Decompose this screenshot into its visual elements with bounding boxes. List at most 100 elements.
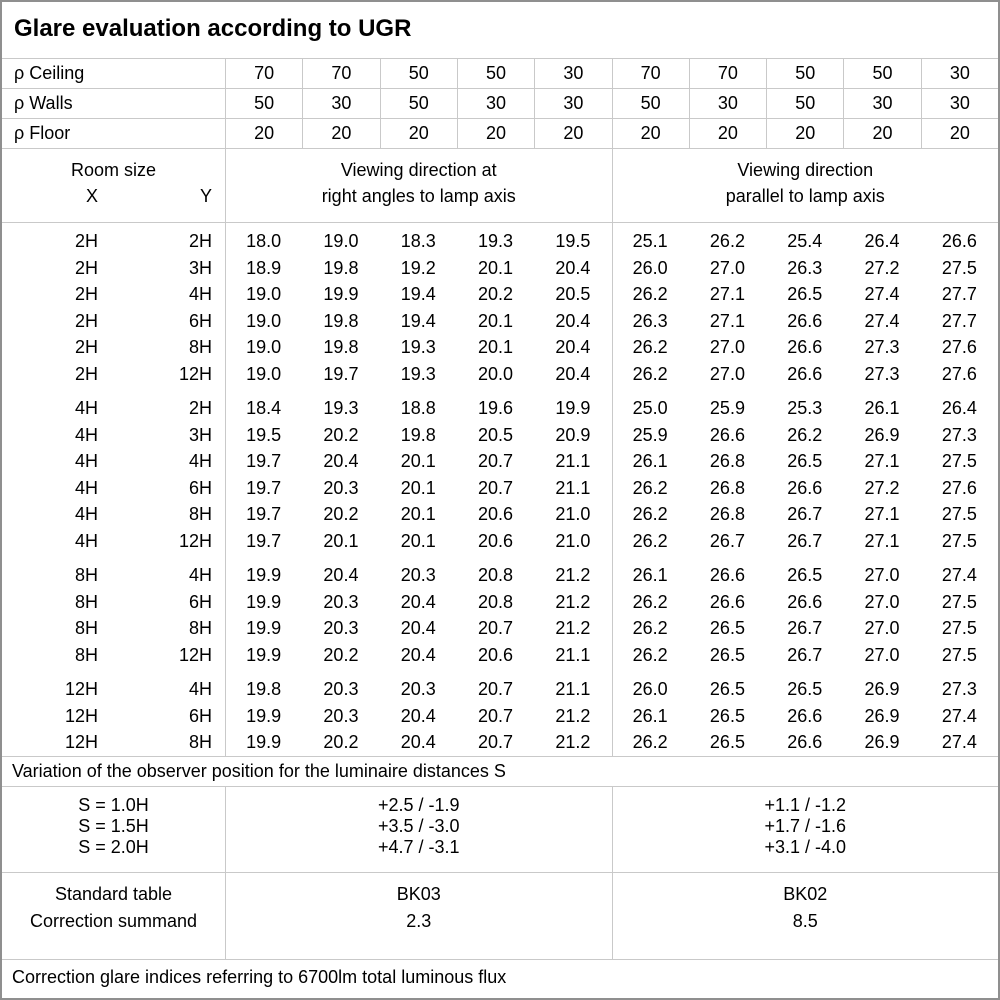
direction-groups-divider-line — [611, 223, 613, 756]
ugr-crosswise-value-cell: 19.4 — [400, 284, 436, 304]
ugr-crosswise-value-cell: 19.8 — [246, 679, 282, 699]
variation-crosswise-value: +3.5 / -3.0 — [377, 816, 460, 836]
ugr-crosswise-value-cell: 19.7 — [323, 363, 359, 384]
standard-table-section: Standard table Correction summand BK03 2… — [2, 872, 998, 959]
variation-crosswise-value: +2.5 / -1.9 — [377, 795, 460, 815]
room-y-cell: 4H — [188, 565, 212, 585]
ugr-parallel-value-cell: 27.4 — [941, 732, 977, 752]
observer-variation-table: S = 1.0H S = 1.5H S = 2.0H +2.5 / -1.9 +… — [2, 787, 998, 872]
ugr-parallel-value-cell: 26.2 — [632, 363, 668, 384]
ugr-parallel-value-cell: 27.2 — [864, 477, 900, 498]
ugr-crosswise-value-cell: 18.9 — [246, 257, 282, 278]
ugr-crosswise-value-cell: 19.8 — [323, 310, 359, 331]
ugr-parallel-value-cell: 26.5 — [787, 451, 823, 471]
ugr-crosswise-value-cell: 19.3 — [400, 337, 436, 357]
ugr-parallel-value-cell: 26.4 — [941, 398, 977, 418]
room-x-cell: 8H — [74, 565, 98, 585]
room-x-cell: 4H — [74, 424, 98, 445]
ugr-crosswise-value-cell: 20.2 — [323, 424, 359, 445]
ugr-parallel-value-cell: 26.6 — [709, 591, 745, 612]
reflectance-floor-label: ρ Floor — [14, 123, 71, 143]
room-y-cell: 6H — [188, 705, 212, 726]
ugr-parallel-value-cell: 26.3 — [632, 310, 668, 331]
parallel-header-line-2: parallel to lamp axis — [725, 186, 885, 206]
reflectance-value-cell: 50 — [611, 89, 689, 118]
xy-column-labels: X Y — [2, 183, 225, 209]
ugr-crosswise-value-cell: 19.9 — [246, 591, 282, 612]
room-x-cell: 2H — [74, 310, 98, 331]
ugr-crosswise-value-cell: 19.8 — [400, 424, 436, 445]
ugr-parallel-value-cell: 26.2 — [632, 618, 668, 638]
ugr-parallel-value-cell: 26.5 — [709, 732, 745, 752]
room-y-cell: 3H — [188, 424, 212, 445]
x-column-label: X — [85, 186, 98, 206]
room-y-cell: 2H — [188, 398, 212, 418]
ugr-data-row: 8H 4H 19.9 20.4 20.3 20.8 21.2 26.1 26.6 26.5 27.0… — [2, 562, 998, 589]
ugr-crosswise-value-cell: 19.9 — [246, 705, 282, 726]
ugr-parallel-value-cell: 27.3 — [941, 424, 977, 445]
ugr-parallel-value-cell: 27.1 — [709, 310, 745, 331]
room-x-cell: 2H — [74, 231, 98, 251]
ugr-crosswise-value-cell: 21.2 — [555, 618, 591, 638]
ugr-parallel-value-cell: 26.6 — [787, 591, 823, 612]
ugr-parallel-value-cell: 25.9 — [632, 424, 668, 445]
ugr-crosswise-value-cell: 20.1 — [400, 504, 436, 524]
ugr-parallel-value-cell: 27.5 — [941, 257, 977, 278]
ugr-parallel-value-cell: 27.0 — [709, 363, 745, 384]
room-y-cell: 12H — [178, 644, 212, 665]
ugr-parallel-value-cell: 27.0 — [864, 618, 900, 638]
reflectance-value-cell: 30 — [534, 59, 611, 88]
reflectance-value-cell: 20 — [766, 119, 843, 148]
ugr-parallel-value-cell: 26.2 — [632, 732, 668, 752]
variation-crosswise-value: +4.7 / -3.1 — [377, 837, 460, 857]
room-size-label: Room size — [70, 160, 157, 180]
ugr-crosswise-value-cell: 19.7 — [246, 530, 282, 551]
ugr-parallel-value-cell: 27.1 — [864, 530, 900, 551]
reflectance-value-cell: 20 — [456, 119, 534, 148]
ugr-crosswise-value-cell: 20.6 — [478, 644, 514, 665]
reflectance-value-cell: 50 — [766, 59, 843, 88]
ugr-parallel-value-cell: 26.2 — [787, 424, 823, 445]
variation-crosswise-column: +2.5 / -1.9 +3.5 / -3.0 +4.7 / -3.1 — [225, 787, 612, 872]
reflectance-value-cell: 50 — [766, 89, 843, 118]
parallel-header-line-1: Viewing direction — [737, 160, 874, 180]
ugr-crosswise-value-cell: 20.4 — [400, 705, 436, 726]
ugr-crosswise-value-cell: 19.8 — [323, 337, 359, 357]
room-y-cell: 4H — [188, 451, 212, 471]
reflectance-value-cell: 50 — [843, 59, 920, 88]
variation-parallel-column: +1.1 / -1.2 +1.7 / -1.6 +3.1 / -4.0 — [611, 787, 999, 872]
ugr-parallel-value-cell: 27.6 — [941, 477, 977, 498]
ugr-parallel-value-cell: 26.6 — [787, 363, 823, 384]
table-header-row: Room size X Y Viewing direction at right… — [2, 149, 998, 223]
reflectance-value-cell: 30 — [534, 89, 611, 118]
ugr-parallel-value-cell: 27.0 — [864, 644, 900, 665]
reflectance-value-cell: 50 — [379, 59, 457, 88]
ugr-crosswise-value-cell: 19.0 — [246, 310, 282, 331]
room-y-cell: 2H — [188, 231, 212, 251]
ugr-parallel-value-cell: 25.9 — [709, 398, 745, 418]
ugr-crosswise-value-cell: 20.2 — [478, 284, 514, 304]
page-title: Glare evaluation according to UGR — [2, 2, 998, 59]
ugr-crosswise-value-cell: 19.3 — [400, 363, 436, 384]
reflectance-value-cell: 20 — [379, 119, 457, 148]
ugr-parallel-value-cell: 27.2 — [864, 257, 900, 278]
reflectance-row-walls: ρ Walls 50 30 50 30 30 50 30 50 30 30 — [2, 89, 998, 119]
correction-summand-parallel-value: 8.5 — [792, 911, 818, 931]
ugr-crosswise-value-cell: 20.4 — [555, 257, 591, 278]
ugr-parallel-value-cell: 27.4 — [941, 565, 977, 585]
ugr-crosswise-value-cell: 20.4 — [400, 732, 436, 752]
room-x-cell: 2H — [74, 284, 98, 304]
ugr-parallel-value-cell: 26.2 — [632, 337, 668, 357]
ugr-parallel-value-cell: 27.1 — [864, 504, 900, 524]
ugr-parallel-value-cell: 26.6 — [787, 705, 823, 726]
ugr-parallel-value-cell: 26.4 — [864, 231, 900, 251]
ugr-data-row: 4H 8H 19.7 20.2 20.1 20.6 21.0 26.2 26.8 26.7 27.1… — [2, 501, 998, 528]
reflectance-value-cell: 30 — [688, 89, 766, 118]
reflectance-value-cell: 20 — [534, 119, 611, 148]
crosswise-header-line-2: right angles to lamp axis — [321, 186, 516, 206]
ugr-crosswise-value-cell: 20.0 — [478, 363, 514, 384]
ugr-parallel-value-cell: 27.5 — [941, 644, 977, 665]
ugr-parallel-value-cell: 26.2 — [632, 591, 668, 612]
ugr-crosswise-value-cell: 19.7 — [246, 451, 282, 471]
ugr-room-block: 8H 4H 19.9 20.4 20.3 20.8 21.2 26.1 26.6 26.5 27.0… — [2, 562, 998, 668]
